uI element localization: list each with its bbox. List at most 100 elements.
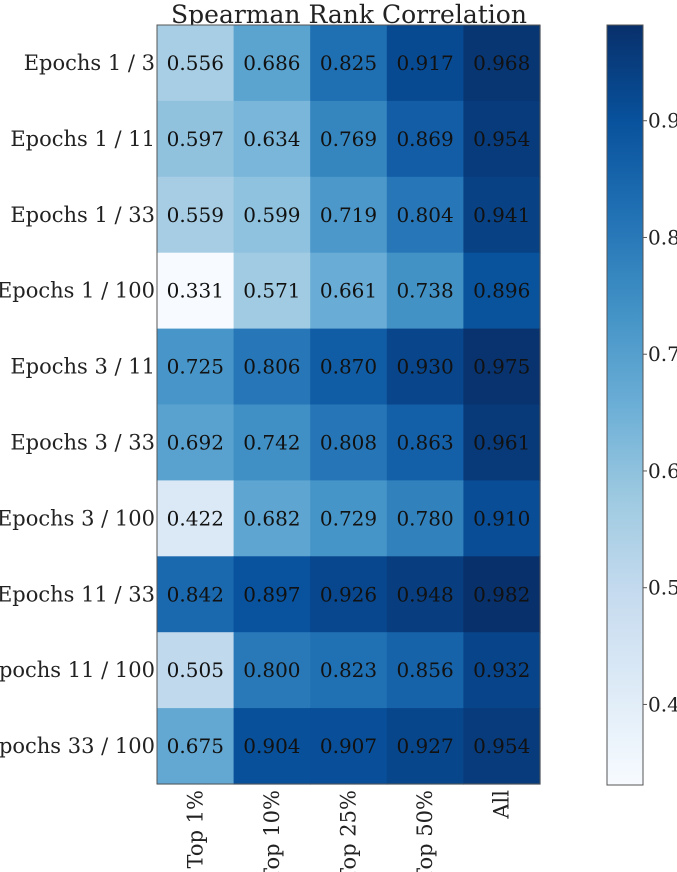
heatmap-cell [310, 25, 388, 102]
cell-value-label: 0.948 [396, 582, 453, 606]
cell-value-label: 0.725 [167, 355, 224, 379]
cell-value-label: 0.675 [167, 734, 224, 758]
heatmap-cell [233, 25, 311, 102]
row-label-epochs-11-33: Epochs 11 / 33 [0, 582, 155, 606]
heatmap-cell [157, 632, 235, 709]
heatmap-cell [463, 632, 541, 709]
heatmap-cell [157, 480, 235, 557]
heatmap-cell [386, 632, 464, 709]
colorbar [606, 24, 644, 786]
colorbar-tick-label: 0.9 [648, 109, 677, 133]
cell-value-label: 0.692 [167, 430, 224, 454]
cell-value-label: 0.422 [167, 506, 224, 530]
row-label-epochs-3-11: Epochs 3 / 11 [10, 355, 155, 379]
heatmap-cell [310, 100, 388, 178]
heatmap-cell [310, 480, 388, 557]
cell-value-label: 0.897 [243, 582, 300, 606]
cell-value-label: 0.975 [473, 355, 530, 379]
cell-value-label: 0.961 [473, 430, 530, 454]
cell-value-label: 0.842 [167, 582, 224, 606]
row-label-epochs-3-33: Epochs 3 / 33 [10, 430, 155, 454]
heatmap-cell [310, 328, 388, 406]
colorbar-tick-label: 0.5 [648, 576, 677, 600]
heatmap-cell [157, 556, 235, 633]
cell-value-label: 0.597 [167, 127, 224, 151]
heatmap-cell [386, 25, 464, 102]
cell-value-label: 0.869 [396, 127, 453, 151]
heatmap-cell [157, 404, 235, 481]
row-labels: Epochs 1 / 3 Epochs 1 / 11 Epochs 1 / 33 Ep… [0, 51, 155, 758]
cell-value-label: 0.904 [243, 734, 300, 758]
heatmap-cell [233, 556, 311, 633]
heatmap-cell [310, 176, 388, 254]
heatmap-cell [386, 100, 464, 178]
column-labels: Top 1% Top 10% Top 25% Top 50% All [183, 790, 513, 872]
heatmap-cells: 0.556 0.686 0.825 0.917 0.968 0.597 0.634 0.769… [157, 25, 541, 785]
heatmap-cell [386, 480, 464, 557]
cell-value-label: 0.742 [243, 430, 300, 454]
row-label-epochs-1-33: Epochs 1 / 33 [10, 203, 155, 227]
cell-value-label: 0.823 [320, 658, 377, 682]
colorbar-tick-label: 0.7 [648, 342, 677, 366]
column-label-top-10: Top 10% [260, 790, 284, 872]
row-label-epochs-33-100: Epochs 33 / 100 [0, 734, 155, 758]
colorbar-ticks: 0.4 0.5 0.6 0.7 0.8 0.9 [643, 109, 677, 716]
cell-value-label: 0.863 [396, 430, 453, 454]
heatmap-cell [386, 176, 464, 254]
cell-value-label: 0.780 [396, 506, 453, 530]
heatmap-cell [463, 25, 541, 102]
cell-value-label: 0.804 [396, 203, 453, 227]
cell-value-label: 0.634 [243, 127, 300, 151]
cell-value-label: 0.808 [320, 430, 377, 454]
column-label-top-50: Top 50% [413, 790, 437, 872]
cell-value-label: 0.856 [396, 658, 453, 682]
colorbar-tick-label: 0.8 [648, 225, 677, 249]
chart-title: Spearman Rank Correlation [171, 0, 527, 29]
cell-value-label: 0.932 [473, 658, 530, 682]
cell-value-label: 0.571 [243, 279, 300, 303]
cell-value-label: 0.661 [320, 279, 377, 303]
cell-value-label: 0.682 [243, 506, 300, 530]
cell-value-label: 0.769 [320, 127, 377, 151]
heatmap-cell [463, 480, 541, 557]
cell-value-label: 0.331 [167, 279, 224, 303]
heatmap-cell [463, 328, 541, 406]
plot-frame [156, 24, 541, 785]
heatmap-cell [233, 252, 311, 330]
heatmap-cell [386, 252, 464, 330]
heatmap-cell [157, 328, 235, 406]
heatmap-cell [157, 708, 235, 785]
cell-value-label: 0.556 [167, 51, 224, 75]
cell-value-label: 0.926 [320, 582, 377, 606]
heatmap-cell [233, 632, 311, 709]
row-label-epochs-11-100: Epochs 11 / 100 [0, 658, 155, 682]
heatmap-cell [310, 556, 388, 633]
heatmap-cell [310, 404, 388, 481]
heatmap-cell [233, 708, 311, 785]
heatmap-cell [463, 556, 541, 633]
heatmap-cell [233, 404, 311, 481]
cell-value-label: 0.599 [243, 203, 300, 227]
heatmap-cell [386, 556, 464, 633]
heatmap-cell [233, 176, 311, 254]
heatmap-cell [157, 176, 235, 254]
cell-value-label: 0.907 [320, 734, 377, 758]
cell-value-label: 0.910 [473, 506, 530, 530]
cell-value-label: 0.954 [473, 127, 530, 151]
heatmap-cell [157, 25, 235, 102]
heatmap-cell [310, 632, 388, 709]
cell-value-label: 0.505 [167, 658, 224, 682]
cell-value-label: 0.968 [473, 51, 530, 75]
colorbar-tick-label: 0.6 [648, 459, 677, 483]
cell-value-label: 0.917 [396, 51, 453, 75]
cell-value-label: 0.927 [396, 734, 453, 758]
cell-value-label: 0.738 [396, 279, 453, 303]
heatmap-cell [157, 100, 235, 178]
heatmap-cell [386, 404, 464, 481]
cell-value-label: 0.729 [320, 506, 377, 530]
row-label-epochs-1-11: Epochs 1 / 11 [10, 127, 155, 151]
heatmap-cell [463, 100, 541, 178]
heatmap-cell [233, 480, 311, 557]
heatmap-cell [310, 708, 388, 785]
